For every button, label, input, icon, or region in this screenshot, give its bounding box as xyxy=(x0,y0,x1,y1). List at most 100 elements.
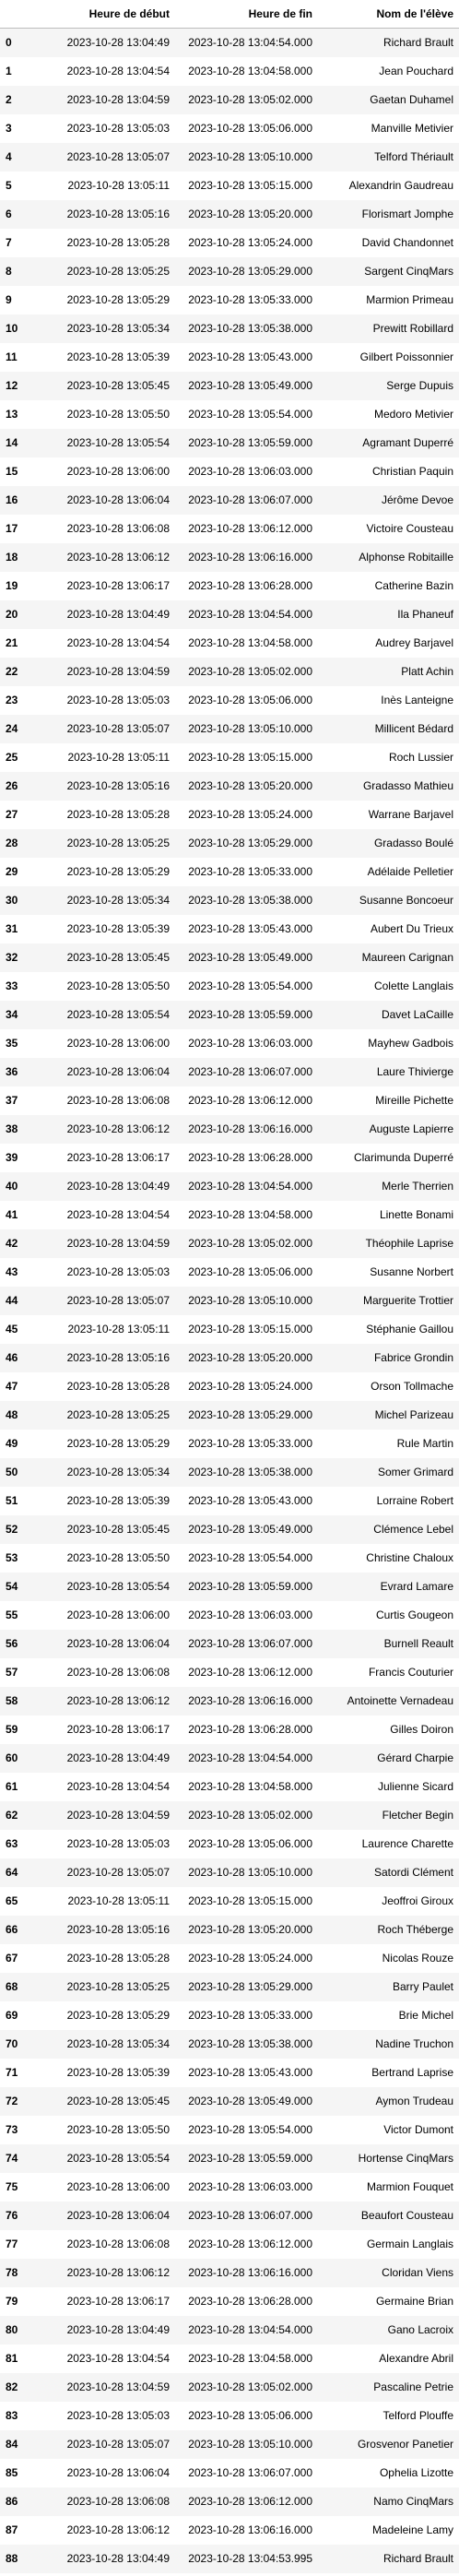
row-index: 28 xyxy=(6,837,18,849)
table-row: 28 2023-10-28 13:05:25 2023-10-28 13:05:29… xyxy=(0,828,459,858)
row-index: 58 xyxy=(6,1694,18,1707)
cell-end-time: 2023-10-28 13:06:12.000 xyxy=(188,522,312,535)
table-row: 75 2023-10-28 13:06:00 2023-10-28 13:06:03… xyxy=(0,2172,459,2202)
cell-start-time: 2023-10-28 13:05:54 xyxy=(66,436,170,449)
cell-start-time: 2023-10-28 13:05:16 xyxy=(66,1923,170,1936)
table-row: 77 2023-10-28 13:06:08 2023-10-28 13:06:12… xyxy=(0,2229,459,2259)
cell-end-time: 2023-10-28 13:05:06.000 xyxy=(188,1837,312,1850)
row-index: 9 xyxy=(6,293,12,306)
row-index: 48 xyxy=(6,1408,18,1421)
cell-end-time: 2023-10-28 13:05:10.000 xyxy=(188,1866,312,1879)
row-index: 6 xyxy=(6,208,12,220)
cell-student-name: Pascaline Petrie xyxy=(373,2380,453,2393)
cell-start-time: 2023-10-28 13:06:12 xyxy=(66,1694,170,1707)
table-row: 24 2023-10-28 13:05:07 2023-10-28 13:05:10… xyxy=(0,714,459,743)
table-row: 45 2023-10-28 13:05:11 2023-10-28 13:05:15… xyxy=(0,1314,459,1344)
row-index: 42 xyxy=(6,1237,18,1250)
cell-student-name: Sargent CinqMars xyxy=(364,265,453,278)
table-row: 74 2023-10-28 13:05:54 2023-10-28 13:05:59… xyxy=(0,2143,459,2173)
table-row: 88 2023-10-28 13:04:49 2023-10-28 13:04:53… xyxy=(0,2544,459,2573)
row-index: 80 xyxy=(6,2323,18,2336)
cell-start-time: 2023-10-28 13:05:07 xyxy=(66,1294,170,1307)
row-index: 56 xyxy=(6,1637,18,1650)
cell-start-time: 2023-10-28 13:06:04 xyxy=(66,2209,170,2222)
table-row: 68 2023-10-28 13:05:25 2023-10-28 13:05:29… xyxy=(0,1972,459,2001)
cell-student-name: Medoro Metivier xyxy=(373,408,453,421)
cell-student-name: Warrane Barjavel xyxy=(368,808,453,821)
cell-start-time: 2023-10-28 13:05:39 xyxy=(66,922,170,935)
row-index: 35 xyxy=(6,1037,18,1050)
row-index: 43 xyxy=(6,1265,18,1278)
cell-student-name: Somer Grimard xyxy=(377,1466,453,1478)
table-row: 12 2023-10-28 13:05:45 2023-10-28 13:05:49… xyxy=(0,371,459,400)
cell-student-name: Audrey Barjavel xyxy=(375,636,453,649)
cell-end-time: 2023-10-28 13:05:10.000 xyxy=(188,2438,312,2451)
cell-end-time: 2023-10-28 13:05:10.000 xyxy=(188,1294,312,1307)
row-index: 50 xyxy=(6,1466,18,1478)
table-row: 17 2023-10-28 13:06:08 2023-10-28 13:06:12… xyxy=(0,514,459,543)
cell-student-name: Antoinette Vernadeau xyxy=(347,1694,453,1707)
cell-end-time: 2023-10-28 13:05:29.000 xyxy=(188,265,312,278)
table-row: 52 2023-10-28 13:05:45 2023-10-28 13:05:49… xyxy=(0,1514,459,1544)
cell-end-time: 2023-10-28 13:05:24.000 xyxy=(188,1952,312,1965)
table-row: 54 2023-10-28 13:05:54 2023-10-28 13:05:59… xyxy=(0,1572,459,1601)
cell-start-time: 2023-10-28 13:05:25 xyxy=(66,265,170,278)
cell-start-time: 2023-10-28 13:06:12 xyxy=(66,551,170,564)
row-index: 30 xyxy=(6,894,18,907)
cell-start-time: 2023-10-28 13:06:17 xyxy=(66,1723,170,1736)
cell-student-name: Aubert Du Trieux xyxy=(370,922,453,935)
cell-student-name: Stéphanie Gaillou xyxy=(366,1323,453,1335)
cell-start-time: 2023-10-28 13:05:07 xyxy=(66,1866,170,1879)
row-index: 26 xyxy=(6,779,18,792)
table-row: 84 2023-10-28 13:05:07 2023-10-28 13:05:10… xyxy=(0,2429,459,2459)
cell-start-time: 2023-10-28 13:05:50 xyxy=(66,408,170,421)
row-index: 21 xyxy=(6,636,18,649)
cell-student-name: Laurence Charette xyxy=(361,1837,453,1850)
cell-end-time: 2023-10-28 13:05:20.000 xyxy=(188,1923,312,1936)
cell-student-name: Théophile Laprise xyxy=(365,1237,453,1250)
table-header: Heure de début Heure de fin Nom de l'élè… xyxy=(0,0,459,29)
header-row: Heure de début Heure de fin Nom de l'élè… xyxy=(0,0,459,29)
cell-end-time: 2023-10-28 13:06:28.000 xyxy=(188,1151,312,1164)
row-index: 67 xyxy=(6,1952,18,1965)
cell-end-time: 2023-10-28 13:06:16.000 xyxy=(188,2523,312,2536)
cell-student-name: Ila Phaneuf xyxy=(397,608,453,621)
cell-student-name: Florismart Jomphe xyxy=(361,208,453,220)
cell-student-name: Victoire Cousteau xyxy=(366,522,454,535)
table-row: 41 2023-10-28 13:04:54 2023-10-28 13:04:58… xyxy=(0,1200,459,1229)
cell-student-name: Roch Théberge xyxy=(377,1923,454,1936)
cell-start-time: 2023-10-28 13:06:17 xyxy=(66,1151,170,1164)
cell-start-time: 2023-10-28 13:06:04 xyxy=(66,493,170,506)
cell-student-name: Merle Therrien xyxy=(382,1180,453,1193)
cell-student-name: Barry Paulet xyxy=(392,1980,453,1993)
cell-start-time: 2023-10-28 13:06:12 xyxy=(66,2523,170,2536)
row-index: 38 xyxy=(6,1122,18,1135)
cell-start-time: 2023-10-28 13:06:04 xyxy=(66,2466,170,2479)
cell-student-name: Curtis Gougeon xyxy=(375,1609,453,1621)
cell-student-name: Roch Lussier xyxy=(388,751,453,764)
table-row: 57 2023-10-28 13:06:08 2023-10-28 13:06:12… xyxy=(0,1657,459,1687)
cell-end-time: 2023-10-28 13:05:43.000 xyxy=(188,350,312,363)
table-row: 2 2023-10-28 13:04:59 2023-10-28 13:05:02.… xyxy=(0,85,459,114)
cell-student-name: Richard Brault xyxy=(382,2552,453,2565)
cell-start-time: 2023-10-28 13:05:50 xyxy=(66,979,170,992)
row-index: 73 xyxy=(6,2123,18,2136)
table-row: 49 2023-10-28 13:05:29 2023-10-28 13:05:33… xyxy=(0,1429,459,1458)
cell-start-time: 2023-10-28 13:05:16 xyxy=(66,208,170,220)
row-index: 51 xyxy=(6,1494,18,1507)
cell-student-name: Serge Dupuis xyxy=(386,379,453,392)
cell-student-name: Catherine Bazin xyxy=(374,579,453,592)
table-row: 18 2023-10-28 13:06:12 2023-10-28 13:06:16… xyxy=(0,542,459,572)
table-row: 85 2023-10-28 13:06:04 2023-10-28 13:06:07… xyxy=(0,2458,459,2487)
cell-end-time: 2023-10-28 13:06:07.000 xyxy=(188,1637,312,1650)
cell-start-time: 2023-10-28 13:05:25 xyxy=(66,1980,170,1993)
row-index: 85 xyxy=(6,2466,18,2479)
cell-start-time: 2023-10-28 13:05:45 xyxy=(66,379,170,392)
cell-start-time: 2023-10-28 13:05:07 xyxy=(66,2438,170,2451)
cell-student-name: Gilbert Poissonnier xyxy=(359,350,453,363)
row-index: 49 xyxy=(6,1437,18,1450)
cell-end-time: 2023-10-28 13:05:54.000 xyxy=(188,1551,312,1564)
cell-start-time: 2023-10-28 13:05:54 xyxy=(66,2152,170,2165)
cell-end-time: 2023-10-28 13:06:16.000 xyxy=(188,551,312,564)
cell-end-time: 2023-10-28 13:05:06.000 xyxy=(188,694,312,706)
